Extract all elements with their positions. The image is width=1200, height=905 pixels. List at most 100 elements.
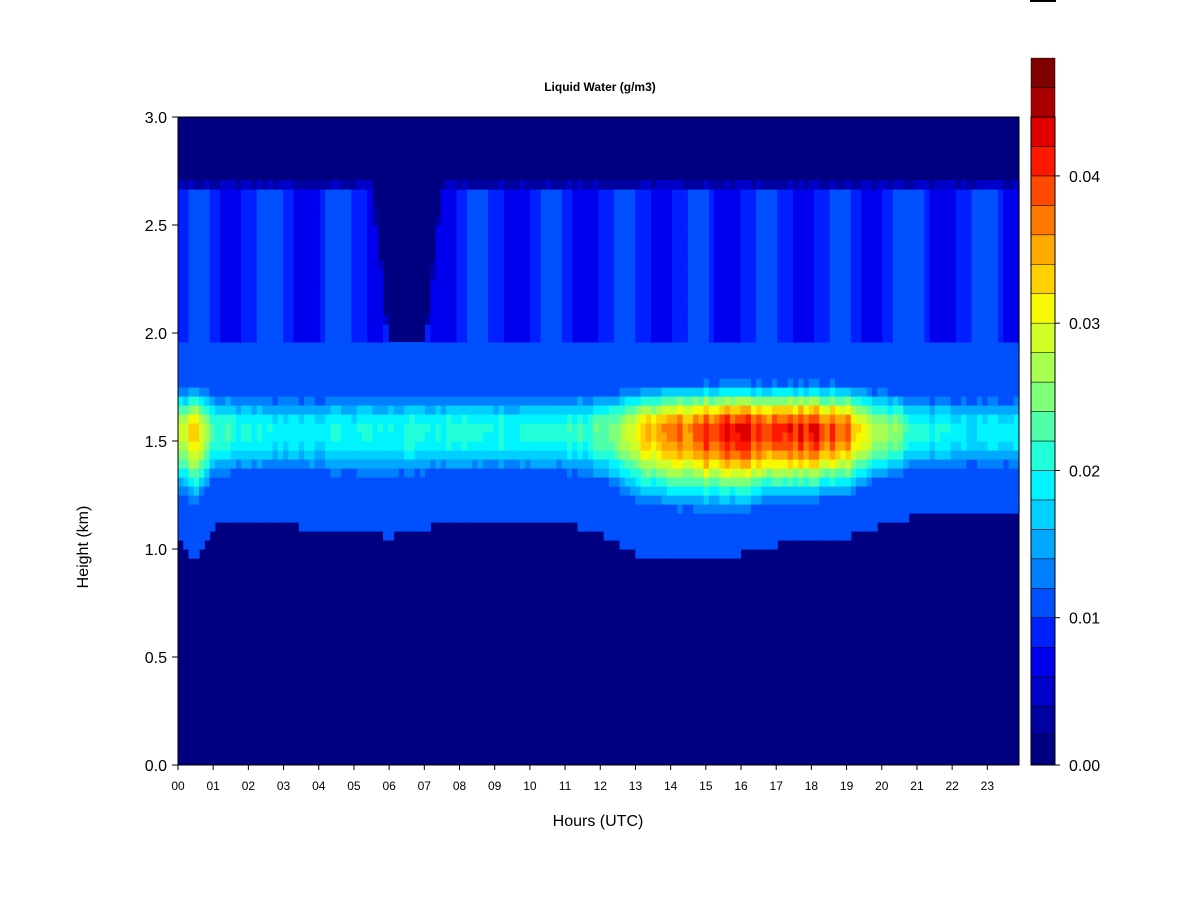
heatmap-cell [556,189,563,199]
heatmap-cell [545,216,552,226]
heatmap-cell [361,432,368,442]
heatmap-cell [808,405,815,415]
heatmap-cell [262,504,268,514]
heatmap-cell [771,234,778,244]
heatmap-cell [630,324,636,334]
heatmap-cell [188,504,195,514]
heatmap-cell [777,198,784,208]
heatmap-cell [530,441,537,451]
heatmap-cell [803,189,810,199]
heatmap-cell [603,180,610,190]
heatmap-cell [209,180,216,190]
heatmap-cell [777,180,784,190]
heatmap-cell [619,414,626,424]
heatmap-cell [614,450,621,460]
heatmap-cell [787,513,794,523]
heatmap-cell [856,333,862,343]
heatmap-cell [766,495,773,505]
heatmap-cell [277,243,284,253]
heatmap-cell [372,261,379,271]
heatmap-cell [803,225,810,235]
heatmap-cell [703,189,710,199]
heatmap-cell [677,396,684,406]
heatmap-cell [519,261,526,271]
heatmap-cell [419,477,426,487]
heatmap-cell [750,333,757,343]
heatmap-cell [398,369,405,379]
heatmap-cell [199,360,205,370]
heatmap-cell [461,261,468,271]
heatmap-cell [467,405,473,415]
heatmap-cell [666,432,673,442]
heatmap-cell [503,270,510,280]
heatmap-cell [593,486,600,496]
heatmap-cell [361,333,368,343]
heatmap-cell [346,504,353,514]
heatmap-cell [845,198,852,208]
heatmap-cell [246,243,253,253]
heatmap-cell [214,324,221,334]
heatmap-cell [277,360,284,370]
heatmap-cell [819,450,826,460]
heatmap-cell [498,495,505,505]
heatmap-cell [703,396,710,406]
heatmap-cell [561,306,568,316]
heatmap-cell [472,495,479,505]
heatmap-cell [719,243,726,253]
heatmap-cell [346,495,353,505]
heatmap-cell [593,477,600,487]
heatmap-cell [614,495,621,505]
heatmap-cell [440,288,447,298]
heatmap-cell [225,414,232,424]
heatmap-cell [188,234,195,244]
heatmap-cell [519,243,526,253]
heatmap-cell [325,189,332,199]
heatmap-cell [766,180,773,190]
heatmap-cell [719,261,726,271]
heatmap-cell [714,441,720,451]
heatmap-cell [335,270,342,280]
heatmap-cell [545,306,552,316]
heatmap-cell [808,369,815,379]
heatmap-cell [214,279,221,289]
heatmap-cell [346,522,353,532]
heatmap-cell [314,495,321,505]
heatmap-cell [635,360,642,370]
heatmap-cell [361,450,368,460]
heatmap-cell [493,342,500,352]
heatmap-cell [761,216,768,226]
heatmap-cell [356,306,363,316]
heatmap-cell [451,216,458,226]
heatmap-cell [708,432,715,442]
heatmap-cell [477,396,484,406]
heatmap-cell [467,252,473,262]
heatmap-cell [645,486,652,496]
heatmap-cell [829,531,836,541]
heatmap-cell [651,198,657,208]
heatmap-cell [314,315,321,325]
heatmap-cell [509,243,515,253]
heatmap-cell [724,315,731,325]
heatmap-cell [766,270,773,280]
heatmap-cell [246,288,253,298]
heatmap-cell [220,225,226,235]
heatmap-cell [230,414,237,424]
heatmap-cell [472,315,479,325]
heatmap-cell [209,405,216,415]
heatmap-cell [761,369,768,379]
heatmap-cell [456,270,463,280]
heatmap-cell [503,477,510,487]
heatmap-cell [624,522,631,532]
heatmap-cell [619,180,626,190]
heatmap-cell [856,468,862,478]
heatmap-cell [503,504,510,514]
heatmap-cell [482,243,489,253]
heatmap-cell [587,369,594,379]
heatmap-cell [693,522,699,532]
heatmap-cell [498,423,505,433]
heatmap-cell [530,450,537,460]
heatmap-cell [840,423,847,433]
heatmap-cell [225,486,232,496]
heatmap-cell [314,270,321,280]
heatmap-cell [724,306,731,316]
